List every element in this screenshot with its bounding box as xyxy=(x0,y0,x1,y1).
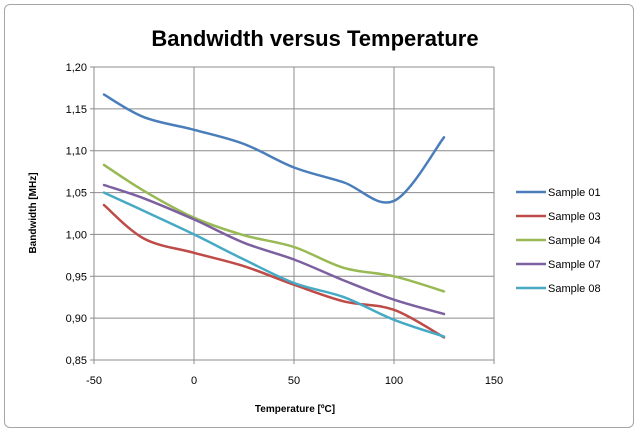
legend: Sample 01 Sample 03 Sample 04 Sample 07 Samp… xyxy=(516,187,601,295)
grid-lines xyxy=(94,66,495,360)
series-line-sample-04 xyxy=(102,163,446,293)
series-line-sample-03 xyxy=(102,203,446,339)
axes xyxy=(90,66,495,364)
series-line-sample-08 xyxy=(102,191,446,338)
y-tick-label: 0,90 xyxy=(66,313,87,325)
series-line-sample-07 xyxy=(102,183,446,316)
y-axis-label: Bandwidth [MHz] xyxy=(28,172,39,253)
y-tick-label: 1,15 xyxy=(66,104,87,116)
legend-item-sample-07: Sample 07 xyxy=(516,259,601,271)
y-tick-label: 1,10 xyxy=(66,146,87,158)
legend-item-sample-01: Sample 01 xyxy=(516,187,601,199)
y-tick-label: 1,05 xyxy=(66,188,87,200)
legend-label: Sample 08 xyxy=(548,283,601,295)
legend-label: Sample 03 xyxy=(548,211,601,223)
legend-label: Sample 01 xyxy=(548,187,601,199)
y-tick-label: 1,20 xyxy=(66,62,87,74)
x-axis-label: Temperature [ºC] xyxy=(255,404,335,415)
chart-title: Bandwidth versus Temperature xyxy=(151,26,478,51)
series-line-sample-01 xyxy=(102,93,446,204)
x-tick-label: 0 xyxy=(191,375,197,387)
y-tick-label: 0,85 xyxy=(66,355,87,367)
x-tick-labels: -50 0 50 100 150 xyxy=(86,375,503,387)
legend-label: Sample 04 xyxy=(548,235,601,247)
legend-item-sample-03: Sample 03 xyxy=(516,211,601,223)
legend-item-sample-08: Sample 08 xyxy=(516,283,601,295)
y-tick-label: 0,95 xyxy=(66,271,87,283)
x-tick-label: 100 xyxy=(385,375,403,387)
series-lines xyxy=(102,93,446,339)
legend-item-sample-04: Sample 04 xyxy=(516,235,601,247)
x-tick-label: 50 xyxy=(288,375,300,387)
y-tick-label: 1,00 xyxy=(66,229,87,241)
legend-label: Sample 07 xyxy=(548,259,601,271)
y-tick-labels: 0,85 0,90 0,95 1,00 1,05 1,10 1,15 1,20 xyxy=(66,62,87,367)
x-tick-label: -50 xyxy=(86,375,102,387)
x-tick-label: 150 xyxy=(485,375,503,387)
